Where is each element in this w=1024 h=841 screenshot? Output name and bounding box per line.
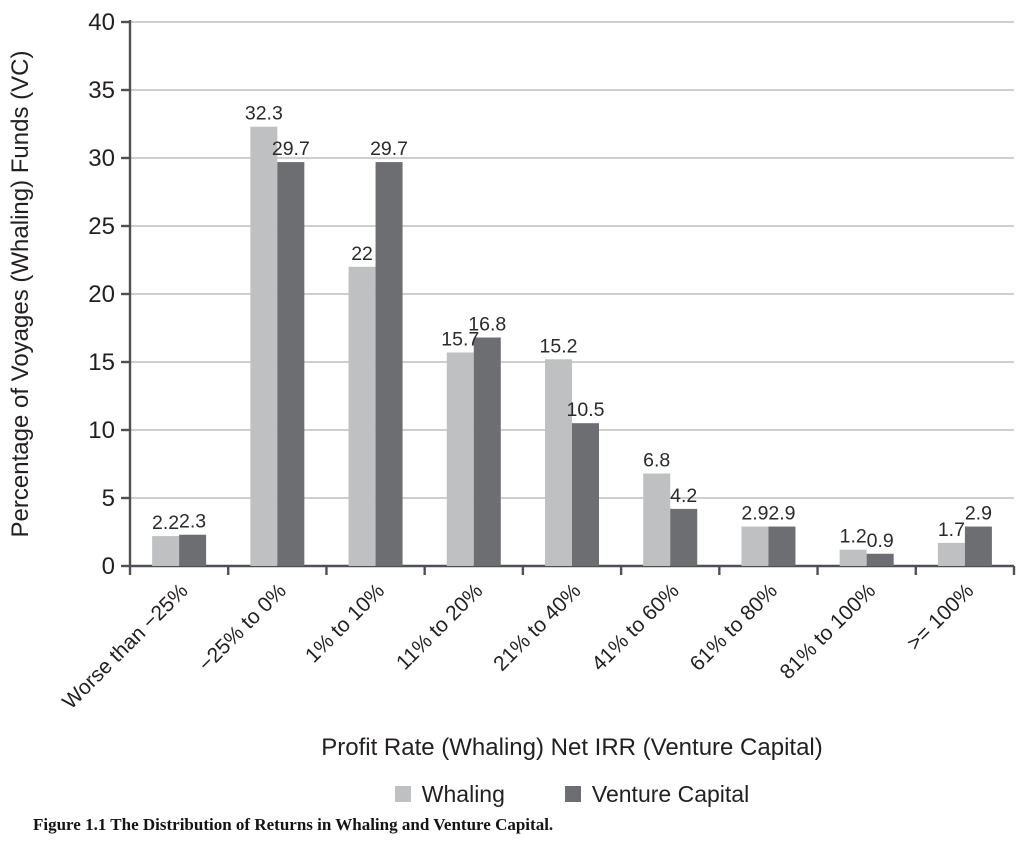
y-tick-label: 40 [88, 9, 115, 36]
bar-chart: 0 5 10 15 20 25 30 35 40 2.2 2.3 Worse than −25% 32.… [7, 9, 1016, 761]
bar-label-whaling-8: 1.7 [938, 519, 965, 541]
bar-whaling-8 [937, 542, 965, 566]
x-category-label: 21% to 40% [489, 579, 585, 675]
x-axis-title: Profit Rate (Whaling) Net IRR (Venture C… [321, 734, 823, 761]
y-tick-label: 0 [102, 553, 115, 580]
bar-whaling-6 [741, 526, 769, 566]
y-tick-label: 30 [88, 145, 115, 172]
y-tick-label: 10 [88, 417, 115, 444]
bar-label-whaling-3: 15.7 [441, 328, 479, 350]
bar-label-venture-capital-8: 2.9 [965, 503, 992, 525]
y-tick-label: 15 [88, 349, 115, 376]
x-category-label: 81% to 100% [776, 579, 881, 684]
bar-whaling-2 [348, 266, 376, 566]
x-category-label: >= 100% [903, 579, 979, 655]
bar-venture-capital-2 [375, 162, 403, 566]
bar-label-venture-capital-7: 0.9 [867, 530, 894, 552]
bar-label-venture-capital-0: 2.3 [179, 511, 206, 533]
y-axis-title: Percentage of Voyages (Whaling) Funds (V… [7, 51, 34, 538]
bar-label-whaling-0: 2.2 [152, 512, 179, 534]
bar-whaling-4 [545, 359, 572, 566]
figure-caption: Figure 1.1 The Distribution of Returns i… [33, 815, 554, 834]
bar-label-venture-capital-3: 16.8 [468, 314, 506, 336]
bar-label-whaling-4: 15.2 [540, 335, 578, 357]
bar-venture-capital-8 [964, 526, 992, 566]
bar-whaling-0 [152, 536, 180, 566]
x-category-label: 11% to 20% [392, 579, 487, 674]
legend-label-whaling: Whaling [421, 780, 505, 807]
bar-label-venture-capital-2: 29.7 [370, 138, 408, 160]
x-category-label: 61% to 80% [686, 579, 782, 675]
bar-label-whaling-1: 32.3 [245, 103, 283, 125]
bar-label-whaling-6: 2.9 [741, 503, 768, 525]
x-category-label: Worse than −25% [58, 579, 192, 713]
bar-label-whaling-5: 6.8 [643, 450, 670, 472]
bar-venture-capital-4 [572, 423, 599, 566]
bar-whaling-7 [839, 549, 867, 566]
x-category-label: 1% to 10% [301, 579, 389, 667]
bar-venture-capital-5 [670, 508, 698, 566]
bar-label-venture-capital-6: 2.9 [768, 503, 795, 525]
legend-item-venture-capital: Venture Capital [564, 780, 750, 808]
bar-whaling-5 [643, 473, 671, 566]
x-category-label: 41% to 60% [587, 579, 683, 675]
legend-swatch-venture-capital [564, 786, 581, 802]
bar-whaling-3 [446, 352, 474, 566]
bar-venture-capital-1 [277, 162, 305, 566]
bar-venture-capital-7 [866, 553, 894, 566]
bar-label-venture-capital-5: 4.2 [670, 485, 697, 507]
bar-label-venture-capital-1: 29.7 [272, 138, 310, 160]
legend-label-venture-capital: Venture Capital [591, 780, 750, 807]
legend-swatch-whaling [394, 786, 411, 802]
legend-item-whaling: Whaling [394, 780, 505, 808]
y-tick-label: 5 [102, 485, 115, 512]
legend: Whaling Venture Capital [130, 779, 1014, 809]
bar-label-whaling-2: 22 [351, 243, 373, 265]
bar-label-whaling-7: 1.2 [840, 526, 867, 548]
bar-venture-capital-0 [179, 534, 207, 566]
bar-venture-capital-3 [473, 337, 501, 566]
y-tick-label: 35 [88, 77, 115, 104]
bar-whaling-1 [250, 126, 278, 566]
y-tick-label: 25 [88, 213, 115, 240]
x-category-label: −25% to 0% [194, 579, 291, 676]
bar-venture-capital-6 [768, 526, 796, 566]
y-tick-label: 20 [88, 281, 115, 308]
bar-label-venture-capital-4: 10.5 [567, 399, 605, 421]
